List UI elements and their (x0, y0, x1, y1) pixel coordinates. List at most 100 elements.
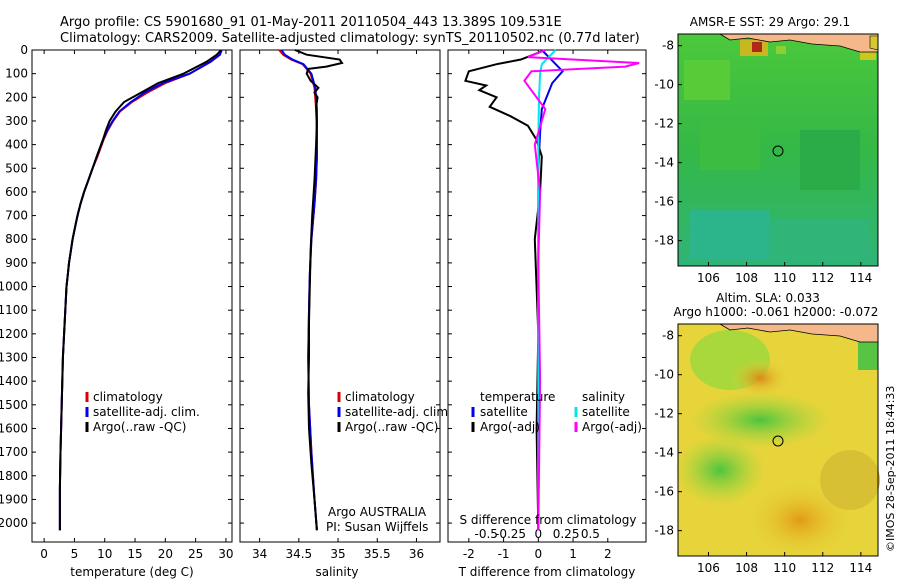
y-tick-label: 0 (20, 43, 28, 57)
sla-map-title: Altim. SLA: 0.033 (716, 291, 820, 305)
map-x-tick-label: 114 (849, 271, 872, 285)
map-y-tick-label: -10 (654, 78, 674, 92)
y-tick-label: 1500 (0, 398, 28, 412)
sla-map-frame (677, 323, 879, 557)
x-tick-label: 0 (40, 547, 48, 561)
sst-patch (800, 130, 860, 190)
map-y-tick-label: -16 (654, 195, 674, 209)
x-tick-label: 30 (218, 547, 233, 561)
sla-map-subtitle: Argo h1000: -0.061 h2000: -0.072 (674, 305, 879, 319)
series-line-temperature-argo-adj- (464, 49, 546, 531)
map-x-tick-label: 112 (811, 271, 834, 285)
series-line-salinity-satellite (537, 49, 557, 531)
map-y-tick-label: -10 (654, 368, 674, 382)
temperature-axis: 0 5 10 15 20 25 300100200300400500600700800900… (0, 43, 234, 561)
y-tick-label: 800 (5, 232, 28, 246)
salinity-legend: climatology satellite-adj. clim. Argo(..… (337, 390, 452, 434)
sla-green-band (690, 392, 830, 448)
legend-label-climatology: climatology (93, 390, 163, 404)
series-line-salinity-argo-adj- (523, 49, 640, 531)
secondary-tick-label: -0.25 (495, 527, 526, 541)
sst-hottest-cell (752, 42, 762, 52)
imos-credit: ©IMOS 28-Sep-2011 18:44:33 (884, 386, 897, 552)
header-line-1: Argo profile: CS 5901680_91 01-May-2011 … (60, 15, 562, 30)
sla-high-patch (745, 480, 855, 560)
y-tick-label: 1800 (0, 469, 28, 483)
difference-secondary-title: S difference from climatology (460, 513, 637, 527)
y-tick-label: 500 (5, 161, 28, 175)
y-tick-label: 200 (5, 90, 28, 104)
x-tick-label: 34 (252, 547, 267, 561)
sst-map-frame (677, 33, 879, 267)
x-tick-label: 5 (71, 547, 79, 561)
map-y-tick-label: -16 (654, 485, 674, 499)
series-line-argo-raw-qc- (58, 49, 222, 531)
y-tick-label: 1000 (0, 280, 28, 294)
temperature-legend: climatology satellite-adj. clim. Argo(..… (85, 390, 200, 434)
sst-cool-patch (770, 220, 870, 260)
x-tick-label: 0 (534, 547, 542, 561)
difference-legend: temperature satellite Argo(-adj) salinit… (471, 390, 642, 434)
sst-map-title: AMSR-E SST: 29 Argo: 29.1 (690, 15, 850, 29)
sst-cool-patch (690, 210, 770, 260)
salinity-lines (278, 49, 344, 531)
difference-panel: -2 -1 0 1 2 -0.5-0.25 0 0.25 0.5 T difference fr… (447, 49, 647, 579)
y-tick-label: 1600 (0, 421, 28, 435)
sst-map-axis: 106 108 110 112 114 -8 -10 -12 -14 -16 -18 (654, 39, 872, 285)
salinity-panel: 34 34.5 35 35.5 36 salinity climatology sate… (239, 49, 452, 579)
legend-label-sal-argo: Argo(-adj) (582, 420, 642, 434)
map-y-tick-label: -14 (654, 156, 674, 170)
temperature-frame (31, 49, 233, 543)
x-tick-label: 15 (127, 547, 142, 561)
map-x-tick-label: 108 (735, 561, 758, 575)
y-tick-label: 400 (5, 138, 28, 152)
y-tick-label: 700 (5, 209, 28, 223)
legend-label-sal-satellite: satellite (582, 405, 630, 419)
legend-label-argo: Argo(..raw -QC) (345, 420, 438, 434)
difference-axis: -2 -1 0 1 2 -0.5-0.25 0 0.25 0.5 (448, 49, 646, 561)
map-x-tick-label: 112 (811, 561, 834, 575)
map-x-tick-label: 106 (697, 561, 720, 575)
y-tick-label: 900 (5, 256, 28, 270)
sla-argo-marker (772, 435, 784, 447)
sla-high-patch (730, 358, 790, 398)
sst-argo-marker (772, 145, 784, 157)
secondary-tick-label: -0.5 (474, 527, 497, 541)
secondary-tick-label: 0.25 (553, 527, 580, 541)
y-tick-label: 2000 (0, 516, 28, 530)
map-y-tick-label: -12 (654, 407, 674, 421)
map-x-tick-label: 108 (735, 271, 758, 285)
x-tick-label: 35.5 (364, 547, 391, 561)
sst-patch (700, 120, 760, 170)
y-tick-label: 300 (5, 114, 28, 128)
x-tick-label: 25 (188, 547, 203, 561)
header-line-2: Climatology: CARS2009. Satellite-adjuste… (60, 31, 640, 46)
sla-green-band (675, 435, 765, 505)
temperature-lines (58, 49, 223, 531)
map-y-tick-label: -8 (662, 329, 674, 343)
y-tick-label: 1200 (0, 327, 28, 341)
legend-title-salinity: salinity (582, 390, 625, 404)
sla-map-axis: 106 108 110 112 114 -8 -10 -12 -14 -16 -18 (654, 329, 872, 575)
legend-label-argo: Argo(..raw -QC) (93, 420, 186, 434)
x-tick-label: 10 (97, 547, 112, 561)
x-tick-label: -2 (463, 547, 475, 561)
y-tick-label: 1900 (0, 492, 28, 506)
salinity-frame (239, 49, 441, 543)
sst-map-panel: AMSR-E SST: 29 Argo: 29.1 106 108 110 112 11… (654, 15, 879, 285)
legend-label-climatology: climatology (345, 390, 415, 404)
temperature-panel: 0 5 10 15 20 25 300100200300400500600700800900… (0, 43, 234, 579)
map-x-tick-label: 110 (773, 561, 796, 575)
salinity-xlabel: salinity (315, 565, 358, 579)
secondary-tick-label: 0 (534, 527, 542, 541)
legend-label-temp-satellite: satellite (480, 405, 528, 419)
map-y-tick-label: -14 (654, 446, 674, 460)
sst-warm-patch (684, 60, 730, 100)
legend-title-temperature: temperature (480, 390, 555, 404)
y-tick-label: 1300 (0, 351, 28, 365)
argo-program-label: Argo AUSTRALIA (328, 505, 427, 519)
argo-pi-label: PI: Susan Wijffels (326, 520, 428, 534)
x-tick-label: 20 (158, 547, 173, 561)
x-tick-label: 35 (330, 547, 345, 561)
